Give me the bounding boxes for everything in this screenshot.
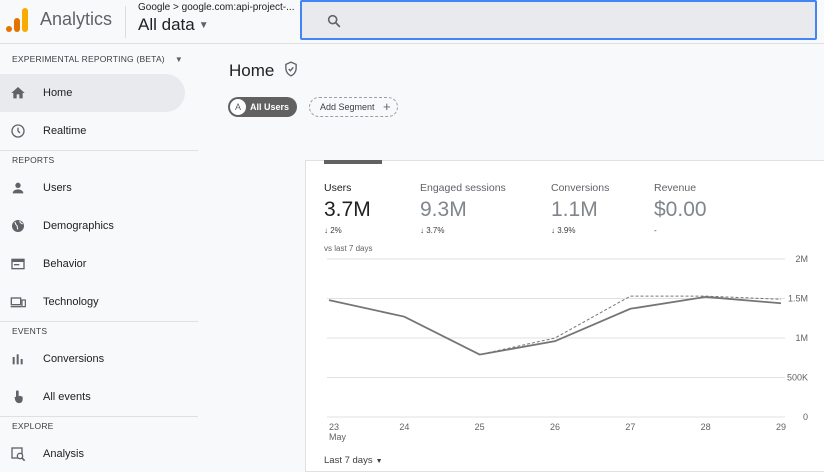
x-tick-label: 28 — [701, 422, 711, 432]
account-breadcrumb[interactable]: Google > google.com:api-project-... — [138, 2, 295, 13]
metric-revenue[interactable]: Revenue $0.00 - — [654, 182, 707, 235]
divider — [125, 6, 126, 38]
x-tick-label: 29 — [776, 422, 786, 432]
sidebar-item-label: All events — [43, 391, 91, 403]
add-segment-button[interactable]: Add Segment + — [309, 97, 398, 117]
y-tick-label: 1.5M — [788, 294, 808, 304]
sidebar-item-label: Realtime — [43, 125, 87, 137]
globe-icon — [12, 220, 24, 232]
card-tab-indicator — [324, 160, 382, 164]
bar-chart-icon — [12, 354, 23, 365]
devices-icon — [10, 297, 26, 308]
users-line-chart: 0 500K 1M 1.5M 2M 23 24 25 26 27 28 29 May — [327, 254, 808, 442]
overview-card — [305, 160, 824, 472]
sidebar-item-all-events[interactable]: All events — [0, 378, 198, 416]
page-title: Home — [229, 61, 275, 80]
metric-label: Users — [324, 182, 352, 194]
analysis-icon — [11, 447, 26, 462]
app-title: Analytics — [40, 9, 113, 29]
metric-change: ↓ 3.7% — [420, 226, 506, 235]
metric-value: 9.3M — [420, 198, 467, 221]
property-selector[interactable]: All data ▼ — [138, 15, 209, 35]
section-explore: EXPLORE — [12, 421, 54, 431]
sidebar-item-technology[interactable]: Technology — [0, 283, 198, 321]
sidebar-header[interactable]: EXPERIMENTAL REPORTING (BETA) ▼ — [0, 44, 198, 74]
metric-users[interactable]: Users 3.7M ↓ 2% — [324, 182, 371, 235]
caret-down-icon: ▼ — [375, 458, 383, 465]
sidebar-item-analysis[interactable]: Analysis — [0, 435, 198, 472]
metric-change: ↓ 3.9% — [551, 226, 609, 235]
sidebar-item-label: Behavior — [43, 258, 87, 270]
metric-label: Engaged sessions — [420, 182, 506, 194]
x-tick-label: 26 — [550, 422, 560, 432]
y-tick-label: 0 — [803, 412, 808, 422]
sidebar-item-behavior[interactable]: Behavior — [0, 245, 198, 283]
arrow-down-icon: ↓ — [420, 226, 427, 235]
y-tick-label: 2M — [795, 254, 808, 264]
touch-icon — [14, 390, 23, 404]
segment-badge: A — [230, 99, 246, 115]
segment-label: All Users — [250, 102, 290, 112]
users-series-line — [328, 296, 782, 356]
metric-change-value: 3.9% — [557, 226, 576, 235]
metric-engaged-sessions[interactable]: Engaged sessions 9.3M ↓ 3.7% — [420, 182, 506, 235]
sidebar-item-home[interactable]: Home — [0, 74, 185, 112]
arrow-down-icon: ↓ — [324, 226, 331, 235]
sidebar-item-conversions[interactable]: Conversions — [0, 340, 198, 378]
comparison-series-line — [328, 295, 782, 356]
metric-value: $0.00 — [654, 198, 707, 221]
arrow-down-icon: ↓ — [551, 226, 558, 235]
sidebar-item-realtime[interactable]: Realtime — [0, 112, 198, 150]
metric-change-value: 3.7% — [426, 226, 445, 235]
x-tick-label: 25 — [475, 422, 485, 432]
analytics-logo-icon[interactable] — [6, 6, 30, 32]
caret-down-icon: ▼ — [198, 20, 209, 32]
metric-label: Conversions — [551, 182, 610, 194]
divider — [0, 321, 198, 322]
metric-change: - — [654, 226, 657, 235]
section-reports: REPORTS — [12, 155, 55, 165]
home-icon — [11, 87, 25, 99]
metric-label: Revenue — [654, 182, 697, 194]
add-segment-label: Add Segment — [320, 102, 375, 112]
sidebar-item-label: Analysis — [43, 448, 84, 460]
sidebar-item-label: Users — [43, 182, 72, 194]
property-label: All data — [138, 15, 195, 34]
segment-chip-all-users[interactable]: A All Users — [228, 97, 298, 117]
sidebar-item-label: Technology — [43, 296, 99, 308]
sidebar-item-users[interactable]: Users — [0, 169, 198, 207]
metric-value: 1.1M — [551, 198, 598, 221]
comparison-label: vs last 7 days — [324, 244, 373, 253]
shield-check-icon[interactable] — [284, 61, 298, 77]
search-input[interactable] — [300, 0, 817, 40]
sidebar: EXPERIMENTAL REPORTING (BETA) ▼ Home Real… — [0, 44, 198, 472]
person-icon — [12, 182, 24, 194]
search-icon — [327, 14, 341, 28]
x-tick-label: 27 — [625, 422, 635, 432]
sidebar-item-label: Home — [43, 87, 73, 99]
y-tick-label: 1M — [795, 333, 808, 343]
y-tick-label: 500K — [787, 373, 808, 383]
divider — [0, 416, 198, 417]
window-icon — [11, 258, 25, 270]
sidebar-item-demographics[interactable]: Demographics — [0, 207, 198, 245]
clock-icon — [11, 124, 25, 138]
plus-icon: + — [382, 99, 391, 114]
metric-change: ↓ 2% — [324, 226, 371, 235]
top-bar: Analytics Google > google.com:api-projec… — [0, 0, 824, 44]
metric-value: 3.7M — [324, 198, 371, 221]
sidebar-item-label: Conversions — [43, 353, 105, 365]
x-tick-label: 23 — [329, 422, 339, 432]
metric-conversions[interactable]: Conversions 1.1M ↓ 3.9% — [551, 182, 609, 235]
sidebar-header-label: EXPERIMENTAL REPORTING (BETA) — [12, 54, 165, 64]
divider — [0, 150, 198, 151]
date-range-label: Last 7 days — [324, 455, 373, 466]
x-tick-label: 24 — [399, 422, 409, 432]
x-tick-sublabel: May — [329, 432, 347, 442]
metric-change-value: 2% — [330, 226, 342, 235]
caret-down-icon: ▼ — [174, 55, 183, 64]
sidebar-item-label: Demographics — [43, 220, 114, 232]
section-events: EVENTS — [12, 326, 48, 336]
date-range-selector[interactable]: Last 7 days ▼ — [324, 455, 383, 466]
